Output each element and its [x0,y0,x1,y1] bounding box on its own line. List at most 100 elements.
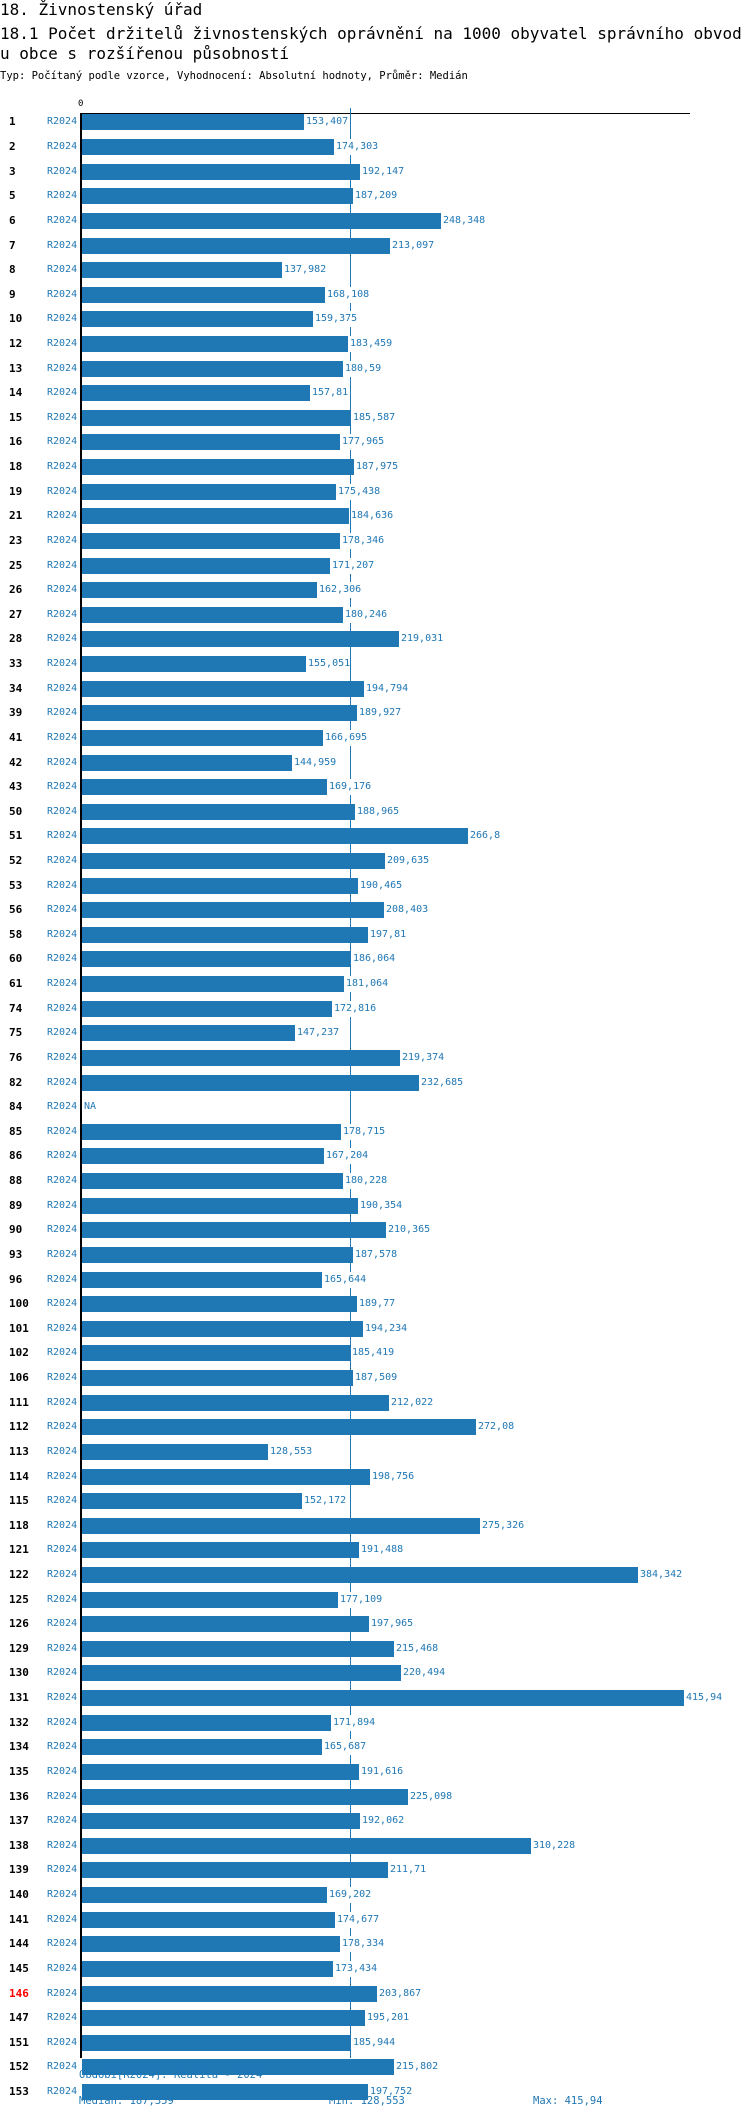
period-label: R2024 [47,1840,78,1851]
period-label: R2024 [47,1077,78,1088]
category-label: 5 [9,189,16,202]
period-label: R2024 [47,1495,78,1506]
data-label: 187,975 [356,459,399,475]
category-label: 6 [9,214,16,227]
period-label: R2024 [47,1150,78,1161]
data-label: 157,81 [312,385,349,401]
bar [82,1444,269,1460]
category-label: 125 [9,1593,29,1606]
bar [82,976,345,992]
bar [82,1395,389,1411]
category-label: 23 [9,534,23,547]
data-label: 167,204 [326,1148,369,1164]
category-label: 130 [9,1666,29,1679]
category-label: 52 [9,854,23,867]
category-label: 56 [9,903,23,916]
data-label: 190,465 [360,878,403,894]
period-label: R2024 [47,1741,78,1752]
bar [82,533,341,549]
bar [82,853,386,869]
bar [82,927,369,943]
footer-min: Min: 128,553 [329,2095,405,2107]
data-label: 180,59 [345,361,382,377]
bar [82,1419,476,1435]
data-label: 275,326 [482,1518,525,1534]
period-label: R2024 [47,289,78,300]
bar [82,1739,322,1755]
period-label: R2024 [47,363,78,374]
data-label: 191,488 [361,1542,404,1558]
category-label: 33 [9,657,23,670]
period-label: R2024 [47,141,78,152]
period-label: R2024 [47,1544,78,1555]
data-label: 166,695 [325,730,368,746]
bar [82,238,391,254]
bar [82,1050,400,1066]
period-label: R2024 [47,1667,78,1678]
data-label: NA [84,1099,97,1115]
period-label: R2024 [47,658,78,669]
category-label: 39 [9,706,23,719]
data-label: 211,71 [390,1862,427,1878]
period-label: R2024 [47,1864,78,1875]
category-label: 41 [9,731,23,744]
period-label: R2024 [47,1347,78,1358]
category-label: 93 [9,1248,23,1261]
category-label: 106 [9,1371,29,1384]
chart-subtitle: Typ: Počítaný podle vzorce, Vyhodnocení:… [0,70,468,82]
bar [82,311,313,327]
category-label: 85 [9,1125,23,1138]
bar [82,902,384,918]
data-label: 178,715 [343,1124,386,1140]
period-label: R2024 [47,1815,78,1826]
category-label: 1 [9,115,16,128]
period-label: R2024 [47,2086,78,2097]
bar [82,779,327,795]
period-label: R2024 [47,1200,78,1211]
bar [82,139,335,155]
data-label: 190,354 [360,1198,403,1214]
bar [82,114,305,130]
bar [82,287,326,303]
period-label: R2024 [47,830,78,841]
category-label: 19 [9,485,23,498]
category-label: 115 [9,1494,29,1507]
bar [82,1542,360,1558]
data-label: 180,228 [345,1173,388,1189]
bar [82,607,343,623]
bar [82,828,469,844]
period-label: R2024 [47,1692,78,1703]
period-label: R2024 [47,338,78,349]
period-label: R2024 [47,240,78,251]
category-label: 60 [9,952,23,965]
bar [82,582,317,598]
category-label: 27 [9,608,23,621]
bar [82,1862,389,1878]
footer-period: Období[R2024]: Realita - 2024 [79,2069,263,2081]
bar [82,1912,335,1928]
bar [82,1075,419,1091]
period-label: R2024 [47,1594,78,1605]
period-label: R2024 [47,116,78,127]
data-label: 191,616 [361,1764,404,1780]
period-label: R2024 [47,978,78,989]
data-label: 172,816 [334,1001,377,1017]
period-label: R2024 [47,683,78,694]
category-label: 8 [9,263,16,276]
category-label: 129 [9,1642,29,1655]
bar [82,1592,339,1608]
data-label: 203,867 [379,1986,422,2002]
period-label: R2024 [47,1298,78,1309]
bar [82,656,307,672]
data-label: 155,051 [308,656,351,672]
data-label: 384,342 [640,1567,683,1583]
category-label: 90 [9,1223,23,1236]
bar [82,631,399,647]
category-label: 25 [9,559,23,572]
bar [82,1198,358,1214]
bar [82,1247,354,1263]
category-label: 18 [9,460,23,473]
bar [82,1567,639,1583]
period-label: R2024 [47,781,78,792]
data-label: 177,109 [340,1592,383,1608]
